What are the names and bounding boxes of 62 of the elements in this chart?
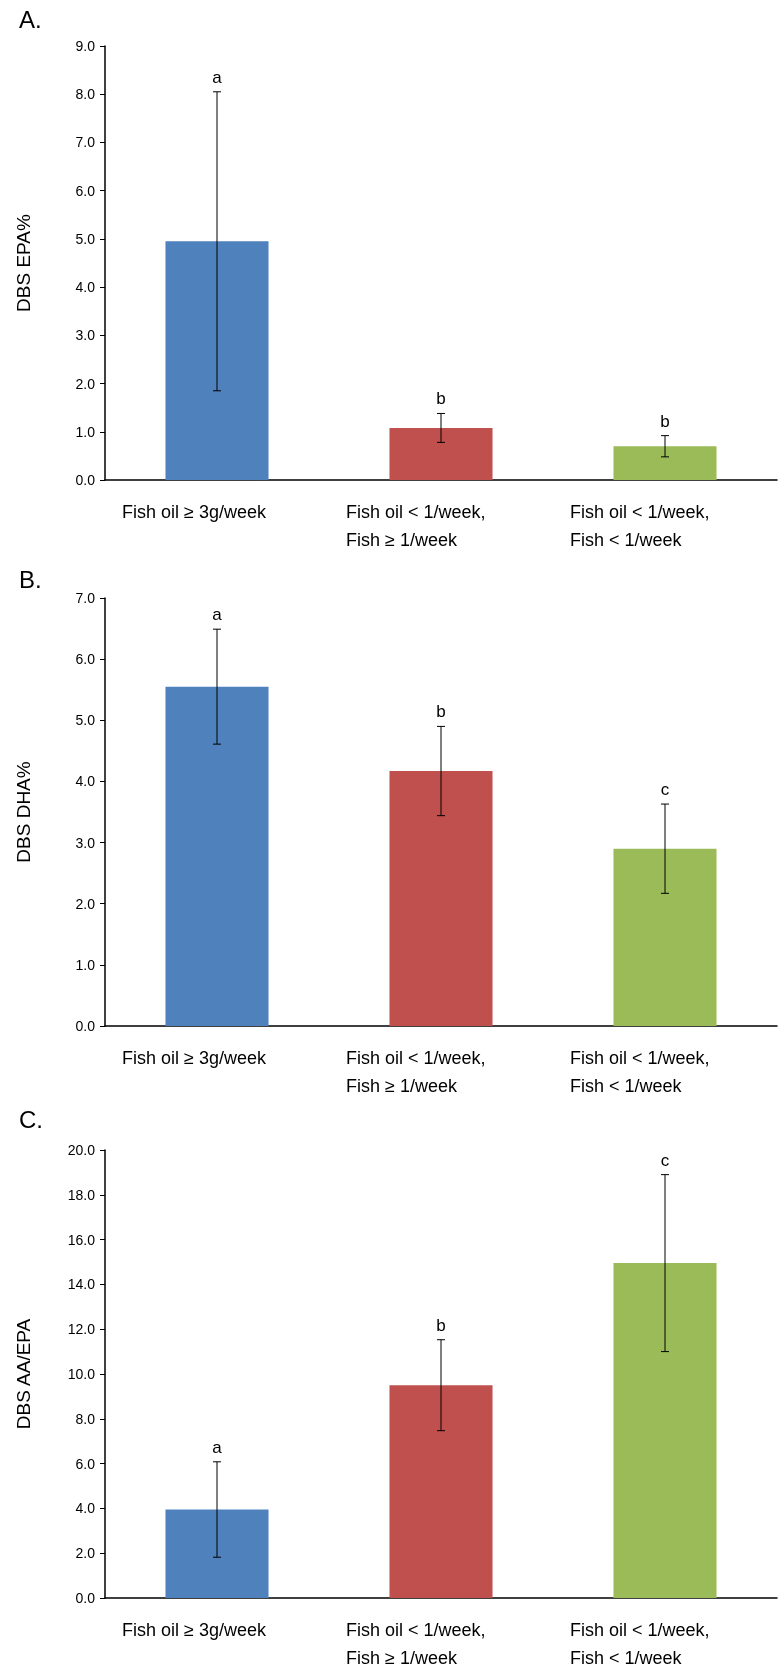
y-axis-title: DBS AA/EPA [13,1318,34,1430]
annotation: b [660,411,670,431]
y-tick-label: 0.0 [75,1590,96,1606]
y-tick-label: 8.0 [75,86,96,103]
y-tick-label: 6.0 [75,651,96,668]
y-tick-label: 1.0 [75,956,96,973]
bar [389,427,493,480]
annotation: c [660,1150,670,1170]
y-tick-label: 2.0 [75,895,96,912]
annotation: c [660,780,670,800]
y-tick-label: 2.0 [75,375,96,392]
y-axis-title: DBS EPA% [13,213,34,312]
y-tick-label: 5.0 [75,712,96,729]
x-tick-label: Fish oil ≥ 3g/week [122,1048,267,1068]
y-tick-label: 4.0 [75,773,96,790]
x-tick-label: Fish oil < 1/week, Fish ≥ 1/week [346,1048,486,1096]
x-tick-label: Fish oil < 1/week, Fish < 1/week [570,502,710,550]
y-tick-label: 3.0 [75,327,96,344]
y-tick-label: 18.0 [67,1186,96,1203]
y-tick-label: 2.0 [75,1545,96,1562]
y-axis-title: DBS DHA% [13,761,34,863]
annotation: b [436,1315,446,1335]
x-tick-label: Fish oil < 1/week, Fish ≥ 1/week [346,1620,486,1668]
x-tick-label: Fish oil ≥ 3g/week [122,502,267,522]
annotation: b [436,389,446,409]
x-tick-label: Fish oil < 1/week, Fish < 1/week [570,1048,710,1096]
x-tick-label: Fish oil ≥ 3g/week [122,1620,267,1640]
bar [613,1263,717,1598]
y-tick-label: 4.0 [75,279,96,296]
y-tick-label: 9.0 [75,38,96,54]
annotation: a [212,67,223,87]
y-tick-label: 12.0 [67,1321,96,1338]
chart-title: B. [19,565,42,593]
chart-title: C. [19,1105,43,1133]
y-tick-label: 6.0 [75,182,96,199]
bar [165,686,269,1026]
y-tick-label: 14.0 [67,1276,96,1293]
bar [165,241,269,480]
bar [389,771,493,1026]
bar [613,446,717,480]
y-tick-label: 7.0 [75,590,96,606]
x-tick-label: Fish oil < 1/week, Fish < 1/week [570,1620,710,1668]
y-tick-label: 20.0 [67,1142,96,1158]
y-tick-label: 8.0 [75,1410,96,1427]
y-tick-label: 10.0 [67,1366,96,1382]
bar [389,1385,493,1598]
y-tick-label: 7.0 [75,134,96,151]
annotation: a [212,1437,223,1457]
y-tick-label: 1.0 [75,423,96,440]
y-tick-label: 5.0 [75,230,96,247]
chart-title: A. [19,5,42,33]
annotation: a [212,605,223,625]
y-tick-label: 0.0 [75,1018,96,1034]
y-tick-label: 16.0 [67,1231,96,1248]
bar [613,848,717,1026]
y-tick-label: 4.0 [75,1500,96,1517]
y-tick-label: 6.0 [75,1455,96,1472]
y-tick-label: 0.0 [75,472,96,488]
y-tick-label: 3.0 [75,834,96,851]
x-tick-label: Fish oil < 1/week, Fish ≥ 1/week [346,502,486,550]
bar [165,1509,269,1598]
annotation: b [436,702,446,722]
